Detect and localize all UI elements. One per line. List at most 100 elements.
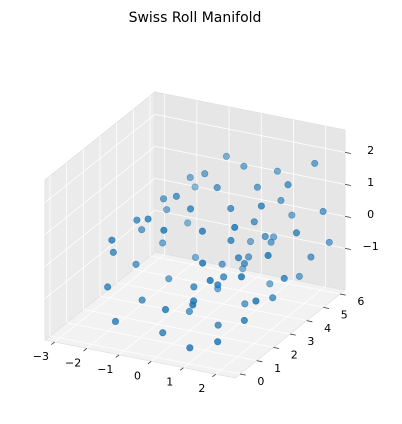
data-point (108, 236, 116, 244)
grid-line (154, 178, 346, 217)
tick-mark (51, 341, 55, 345)
data-point (138, 296, 146, 304)
data-point (163, 206, 171, 214)
y-tick-label: 6 (357, 295, 364, 308)
x-tick-label: 2 (198, 382, 205, 395)
data-point (319, 207, 327, 216)
data-point (253, 183, 261, 191)
data-point (241, 300, 249, 308)
tick-mark (339, 293, 346, 296)
data-point (227, 204, 235, 213)
data-point (273, 167, 281, 175)
data-point (186, 344, 194, 352)
data-point (245, 253, 253, 261)
y-tick-label: 0 (257, 375, 264, 388)
data-point (144, 215, 152, 223)
data-point (234, 254, 243, 262)
grid-line (44, 178, 156, 267)
tick-mark (239, 373, 246, 376)
tick-mark (212, 373, 216, 378)
grid-line (49, 335, 241, 375)
tick-mark (323, 306, 330, 309)
tick-mark (344, 184, 351, 186)
tick-mark (83, 348, 88, 352)
data-point (269, 294, 277, 302)
data-point (325, 238, 333, 246)
data-point (206, 276, 214, 285)
data-point (159, 239, 167, 247)
data-point (240, 162, 248, 170)
grid-line (44, 114, 156, 203)
tick-mark (306, 320, 313, 323)
grid-line (116, 282, 307, 322)
x-tick-label: −3 (33, 350, 49, 363)
tick-mark (344, 248, 351, 250)
data-point (227, 236, 235, 245)
data-point (159, 329, 167, 337)
data-point (267, 238, 275, 246)
data-point (222, 152, 230, 160)
data-point (133, 216, 141, 224)
data-point (160, 195, 168, 203)
y-tick-label: 2 (291, 349, 298, 362)
data-point (266, 280, 274, 288)
data-point (104, 283, 112, 291)
data-point (288, 211, 296, 219)
data-point (214, 281, 222, 289)
z-tick-label: 2 (367, 144, 374, 157)
data-point (231, 223, 239, 231)
data-point (191, 183, 199, 191)
grid-line (149, 255, 341, 295)
tick-mark (289, 333, 296, 336)
x-tick-label: 1 (166, 376, 173, 389)
data-point (292, 229, 301, 237)
data-point (214, 321, 222, 329)
data-point (165, 275, 173, 283)
y-tick-label: 1 (274, 362, 281, 375)
data-point (189, 301, 197, 309)
data-point (218, 260, 226, 268)
y-tick-label: 3 (307, 335, 314, 348)
data-point (198, 227, 206, 235)
data-point (138, 226, 146, 234)
data-point (214, 338, 222, 346)
data-point (246, 238, 255, 246)
z-tick-label: 1 (367, 176, 374, 189)
data-point (184, 219, 192, 227)
data-point (237, 273, 246, 281)
data-point (213, 184, 221, 192)
tick-mark (273, 346, 280, 349)
data-point (284, 181, 292, 189)
grid-line (83, 308, 274, 348)
data-point (186, 173, 194, 182)
x-tick-label: −2 (65, 356, 81, 369)
data-point (261, 232, 269, 241)
data-point (109, 248, 117, 256)
tick-mark (115, 354, 120, 358)
data-point (111, 317, 120, 325)
data-point (161, 306, 170, 314)
data-point (185, 307, 193, 316)
x-tick-label: 0 (134, 369, 141, 382)
grid-line (44, 210, 156, 299)
data-point (191, 253, 200, 261)
tick-mark (147, 360, 152, 365)
data-point (250, 218, 258, 226)
tick-mark (344, 216, 351, 218)
data-point (172, 192, 180, 200)
data-point (311, 159, 319, 167)
data-point (190, 283, 198, 291)
data-point (240, 316, 248, 324)
tick-mark (256, 360, 263, 363)
grid-line (133, 268, 324, 308)
data-point (186, 205, 195, 213)
data-point (257, 202, 265, 210)
y-tick-label: 5 (341, 309, 348, 322)
data-point (295, 272, 303, 280)
data-point (132, 260, 140, 268)
x-tick-label: −1 (97, 363, 113, 376)
z-tick-label: 0 (367, 208, 374, 221)
grid-line (99, 295, 291, 335)
tick-mark (344, 152, 351, 154)
